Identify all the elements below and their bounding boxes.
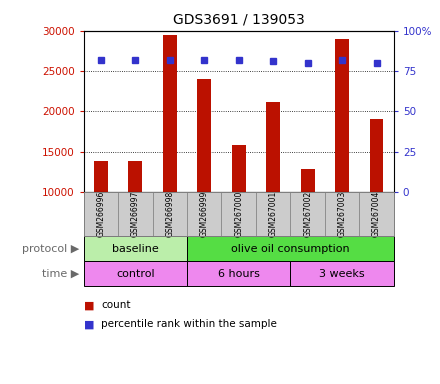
Text: GSM266997: GSM266997 — [131, 191, 140, 237]
Bar — [128, 161, 142, 192]
Text: percentile rank within the sample: percentile rank within the sample — [101, 319, 277, 329]
Bar — [266, 102, 280, 192]
Text: GSM266999: GSM266999 — [200, 191, 209, 237]
Text: GSM267004: GSM267004 — [372, 191, 381, 237]
Bar — [232, 145, 246, 192]
Bar — [197, 79, 211, 192]
Text: count: count — [101, 300, 131, 310]
Text: ■: ■ — [84, 300, 94, 310]
Bar — [163, 35, 176, 192]
Text: olive oil consumption: olive oil consumption — [231, 243, 350, 254]
Text: GSM267002: GSM267002 — [303, 191, 312, 237]
Text: GSM267000: GSM267000 — [234, 191, 243, 237]
Text: protocol ▶: protocol ▶ — [22, 243, 79, 254]
Text: GSM267003: GSM267003 — [337, 191, 347, 237]
Text: ■: ■ — [84, 319, 94, 329]
Bar — [335, 39, 349, 192]
Text: 6 hours: 6 hours — [218, 268, 260, 279]
Bar — [301, 169, 315, 192]
Text: GSM267001: GSM267001 — [269, 191, 278, 237]
Text: control: control — [116, 268, 154, 279]
Bar — [370, 119, 384, 192]
Text: GSM266996: GSM266996 — [96, 191, 105, 237]
Text: GSM266998: GSM266998 — [165, 191, 174, 237]
Text: 3 weeks: 3 weeks — [319, 268, 365, 279]
Bar — [94, 161, 108, 192]
Text: baseline: baseline — [112, 243, 159, 254]
Text: time ▶: time ▶ — [42, 268, 79, 279]
Title: GDS3691 / 139053: GDS3691 / 139053 — [173, 13, 304, 27]
